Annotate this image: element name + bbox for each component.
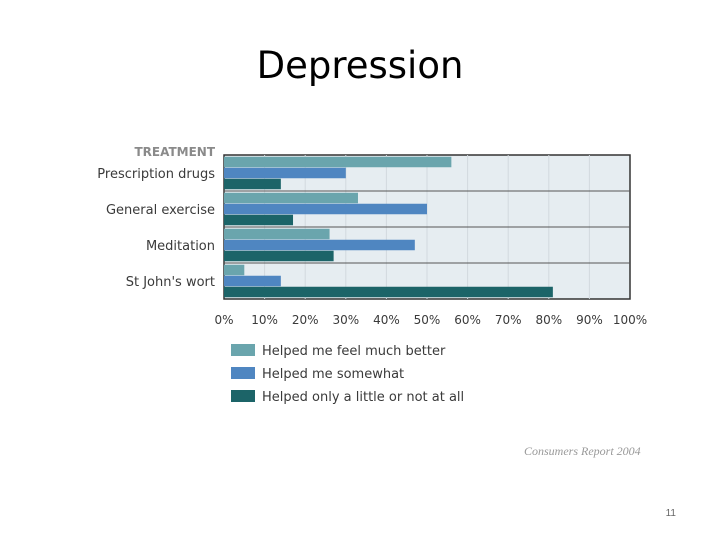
legend-label: Helped me feel much better (262, 344, 446, 359)
category-label: Meditation (146, 239, 215, 254)
category-label: Prescription drugs (97, 167, 215, 182)
legend-label: Helped only a little or not at all (262, 390, 464, 405)
x-tick-labels: 0% 10% 20% 30% 40% 50% 60% 70% 80% 90% 100% (214, 313, 647, 327)
x-tick-label: 30% (332, 313, 359, 327)
bar (224, 250, 334, 262)
category-separators (224, 190, 630, 264)
x-tick-label: 50% (414, 313, 441, 327)
bar (224, 192, 358, 204)
x-tick-label: 100% (613, 313, 647, 327)
bar (224, 214, 294, 226)
legend-swatch (231, 390, 255, 402)
x-tick-label: 90% (576, 313, 603, 327)
x-tick-label: 60% (454, 313, 481, 327)
legend-swatch (231, 367, 255, 379)
bar (224, 275, 281, 287)
x-tick-label: 80% (535, 313, 562, 327)
category-header: TREATMENT (134, 145, 215, 159)
bar (224, 228, 330, 240)
x-tick-label: 0% (214, 313, 233, 327)
category-label: St John's wort (126, 275, 215, 290)
source-citation: Consumers Report 2004 (524, 444, 641, 458)
legend: Helped me feel much better Helped me some… (231, 344, 464, 405)
bar (224, 286, 553, 298)
x-tick-label: 40% (373, 313, 400, 327)
category-label: General exercise (106, 203, 215, 218)
category-labels: Prescription drugs General exercise Medita… (97, 167, 215, 290)
slide-title: Depression (256, 44, 464, 87)
page-number: 11 (665, 508, 676, 519)
x-tick-label: 10% (251, 313, 278, 327)
bars (224, 156, 553, 298)
bar (224, 239, 415, 251)
bar (224, 264, 245, 276)
bar (224, 156, 452, 168)
legend-label: Helped me somewhat (262, 367, 404, 382)
bar (224, 178, 281, 190)
bar (224, 167, 346, 179)
x-tick-label: 70% (495, 313, 522, 327)
x-tick-label: 20% (292, 313, 319, 327)
bar (224, 203, 427, 215)
legend-swatch (231, 344, 255, 356)
